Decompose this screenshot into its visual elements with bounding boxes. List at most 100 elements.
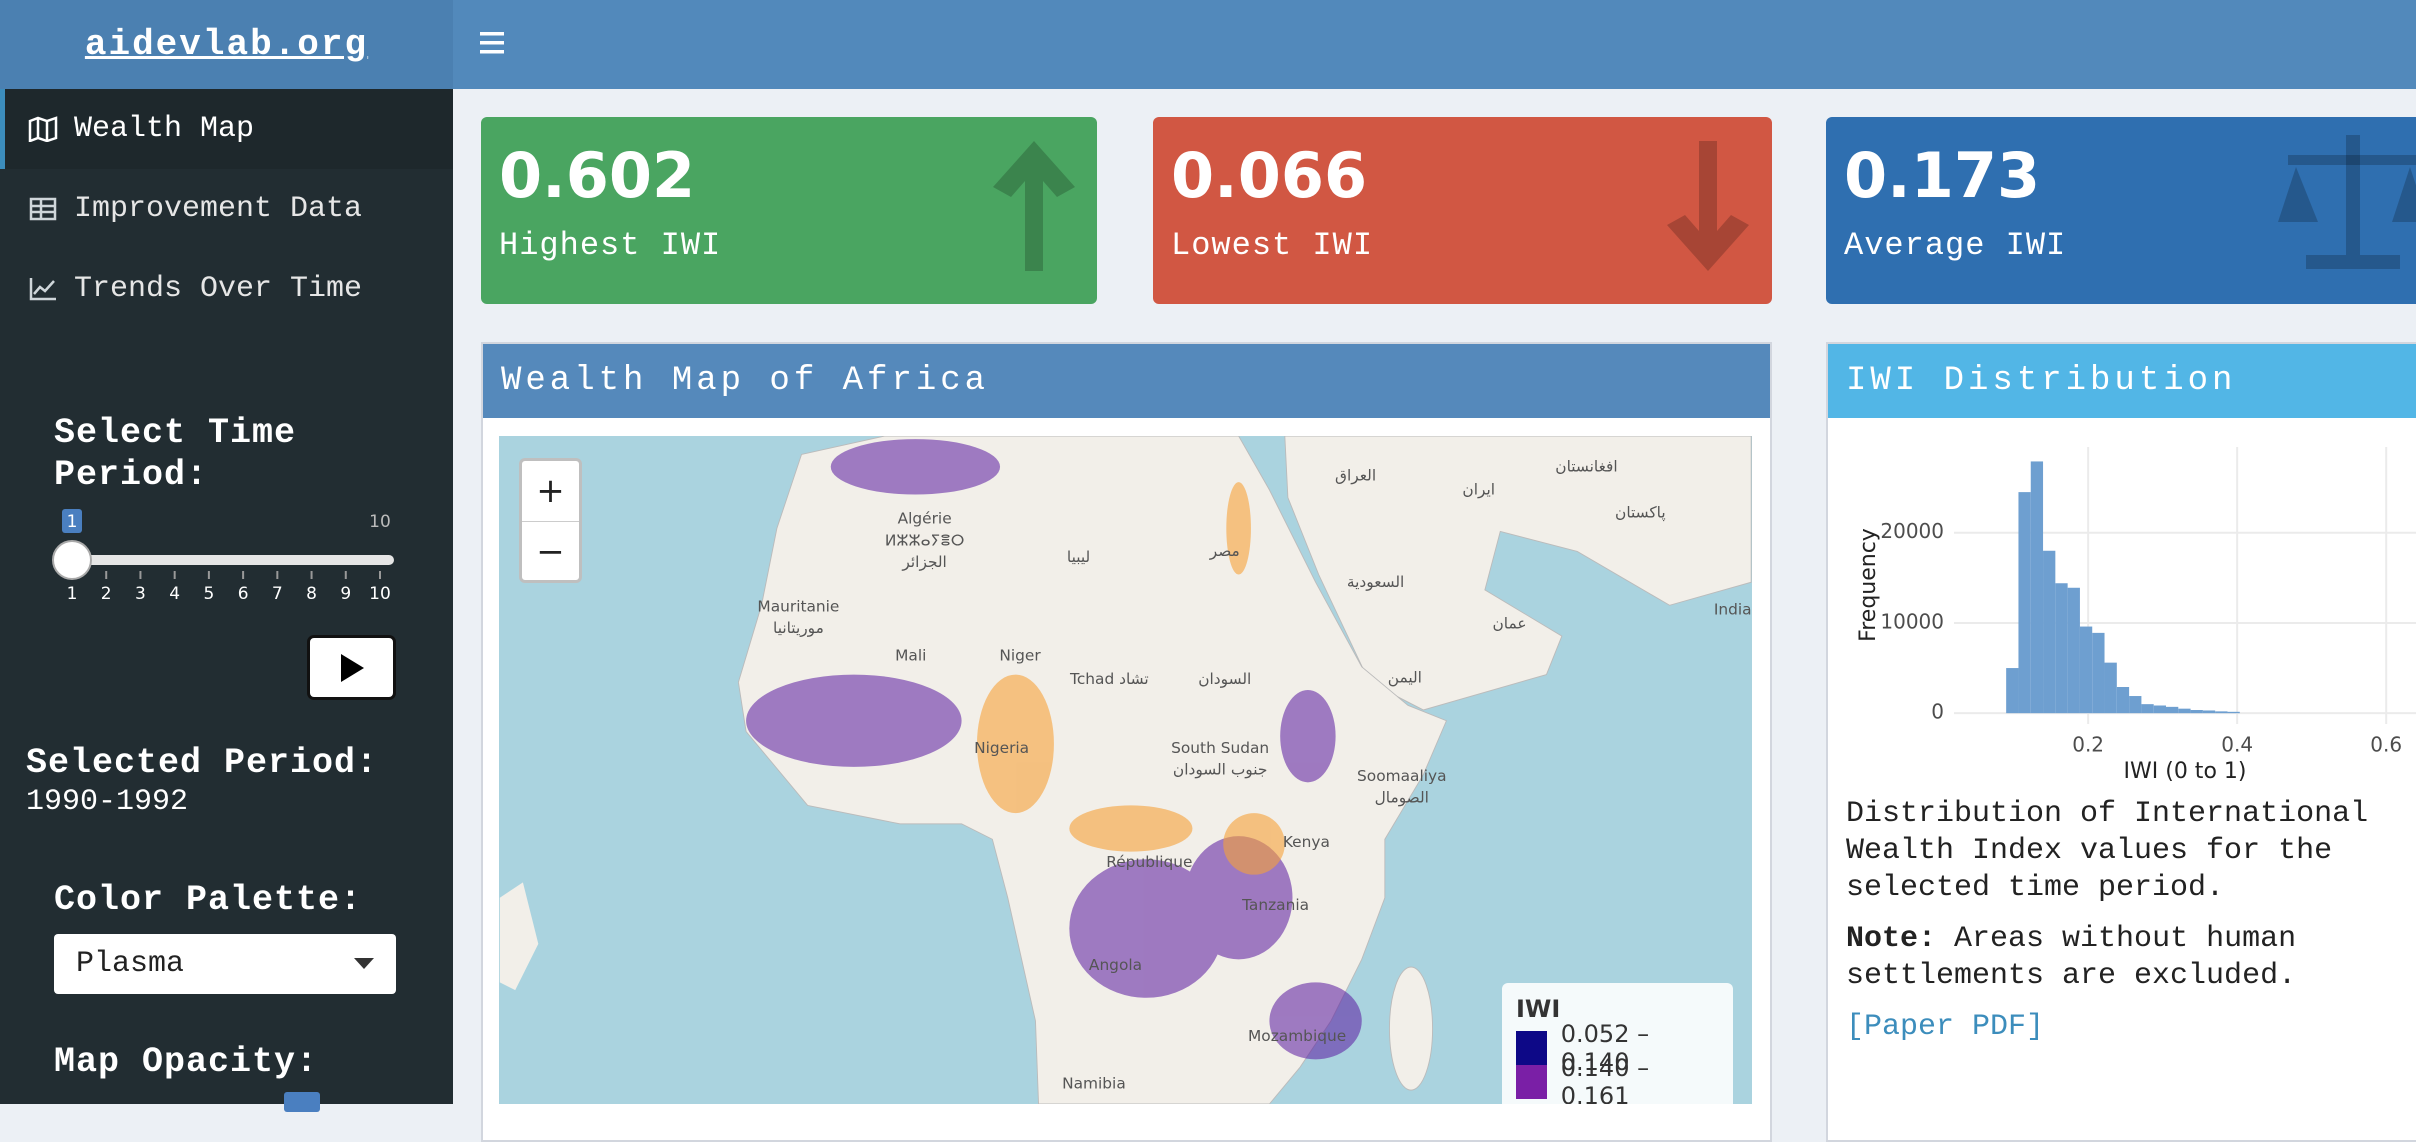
slider-tick-label: 6 [238, 584, 249, 604]
y-tick-label: 10000 [1880, 609, 1944, 633]
bar [2141, 704, 2154, 714]
map-label: موريتانيا [773, 619, 824, 637]
value-number: 0.173 [1844, 139, 2041, 212]
map-label: عمان [1492, 614, 1526, 632]
play-icon [340, 653, 364, 682]
down-arrow-icon [1667, 141, 1749, 271]
bar [2202, 710, 2216, 714]
map-label: Namibia [1062, 1075, 1126, 1093]
panel-title: IWI Distribution [1828, 344, 2416, 418]
bar [2165, 706, 2179, 714]
dropdown-caret [354, 958, 374, 969]
menu-toggle[interactable] [480, 31, 506, 55]
map-label: ⵍⵣⵣⴰⵢⴻⵔ [885, 531, 965, 549]
value-number: 0.602 [499, 139, 696, 212]
slider-value-bubble [62, 509, 82, 533]
chart-icon [29, 278, 56, 301]
map[interactable]: Algérie ⵍⵣⵣⴰⵢⴻⵔ الجزائر Mauritanie موريتانيا… [499, 436, 1752, 1104]
value-label: Highest IWI [499, 227, 722, 264]
value-label: Average IWI [1844, 227, 2067, 264]
map-label: العراق [1335, 467, 1376, 485]
slider-tick-label: 1 [67, 584, 78, 604]
legend-swatch [1516, 1031, 1547, 1065]
map-label: Mauritanie [757, 597, 839, 615]
value-box: 0.173 Average IWI [1826, 117, 2416, 304]
legend-label: 0.140 – 0.161 [1560, 1054, 1650, 1104]
palette-value: Plasma [76, 947, 185, 981]
map-label: Soomaaliya [1357, 767, 1446, 785]
y-tick-label: 20000 [1880, 519, 1944, 543]
map-label: افغانستان [1555, 457, 1617, 475]
bar [2079, 626, 2093, 714]
bar [2215, 711, 2228, 714]
slider-tick-label: 3 [135, 584, 146, 604]
slider-tick-label: 9 [340, 584, 351, 604]
slider-tick-label: 8 [306, 584, 317, 604]
legend-label: 0.052 – 0.140 [1560, 1020, 1650, 1076]
legend-title: IWI [1516, 995, 1561, 1023]
bar [2104, 662, 2117, 714]
bar [2227, 711, 2240, 714]
legend-swatch [1516, 1065, 1547, 1099]
note-label: Note: [1846, 922, 1937, 956]
panel-title: Wealth Map of Africa [483, 344, 1770, 418]
map-label: India [1714, 601, 1752, 619]
bar [2178, 708, 2191, 714]
map-label: الصومال [1375, 788, 1429, 806]
bar [2043, 550, 2056, 714]
menu-label: Wealth Map [74, 112, 255, 146]
note-text: Areas without human settlements are excl… [1846, 922, 2297, 993]
slider-tick-label: 4 [169, 584, 180, 604]
zoom-out[interactable]: − [536, 532, 565, 572]
map-label: Algérie [898, 510, 952, 528]
y-tick-label: 0 [1931, 700, 1944, 724]
slider-tick-label: 10 [369, 584, 391, 604]
map-label: ليبيا [1067, 548, 1090, 566]
zoom-in[interactable]: + [522, 461, 579, 522]
map-label: Tchad تشاد [1069, 670, 1149, 688]
table-icon [29, 197, 57, 221]
bar [2116, 687, 2130, 714]
map-label: Mozambique [1248, 1027, 1346, 1045]
slider-max: 10 [369, 512, 391, 532]
header [453, 0, 2416, 89]
bar [2067, 587, 2080, 714]
map-label: Mali [895, 647, 926, 665]
slider-track [72, 555, 394, 565]
map-label: پاکستان [1615, 504, 1666, 523]
play-button[interactable] [307, 635, 396, 700]
paper-link[interactable]: [Paper PDF] [1846, 1010, 2045, 1044]
bar [2055, 583, 2068, 714]
palette-label: Color Palette: [54, 880, 363, 920]
brand[interactable]: aidevlab.org [0, 0, 453, 89]
description: Distribution of International Wealth Ind… [1846, 797, 2369, 905]
map-label: Tanzania [1241, 896, 1309, 914]
menu-item[interactable]: Trends Over Time [0, 249, 453, 329]
map-label: République [1106, 853, 1192, 871]
up-arrow-icon [993, 141, 1075, 271]
bar [2153, 705, 2166, 714]
palette-select[interactable]: Plasma [54, 934, 396, 994]
x-tick-label: 0.4 [2221, 733, 2253, 757]
menu-item[interactable]: Improvement Data [0, 169, 453, 249]
selected-label: Selected Period: [26, 743, 379, 783]
value-number: 0.066 [1171, 139, 1368, 212]
legend-entry: 0.140 – 0.161 [1516, 1054, 1719, 1104]
histogram: 0 10000 20000 0.2 0.4 0.6 IWI (0 to 1) Frequenc… [1856, 447, 2416, 784]
map-label: السودان [1198, 670, 1251, 688]
map-icon [28, 116, 58, 142]
map-canvas: Algérie ⵍⵣⵣⴰⵢⴻⵔ الجزائر Mauritanie موريتانيا… [499, 436, 1752, 1104]
bar [2030, 461, 2044, 714]
selected-value: 1990-1992 [26, 785, 189, 819]
map-label: الجزائر [901, 553, 946, 571]
map-label: South Sudan [1171, 739, 1269, 757]
menu-item[interactable]: Wealth Map [0, 89, 453, 169]
slider-tick-label: 2 [101, 584, 112, 604]
map-label: اليمن [1388, 668, 1422, 686]
time-slider[interactable]: 1 2 3 4 5 6 7 8 9 10 1 10 [40, 505, 430, 620]
distribution-panel: IWI Distribution [1826, 342, 2416, 1142]
note: Note: Areas without human settlements ar… [1846, 921, 2406, 995]
bar [2190, 710, 2203, 714]
legend-entry: 0.052 – 0.140 [1516, 1020, 1719, 1076]
